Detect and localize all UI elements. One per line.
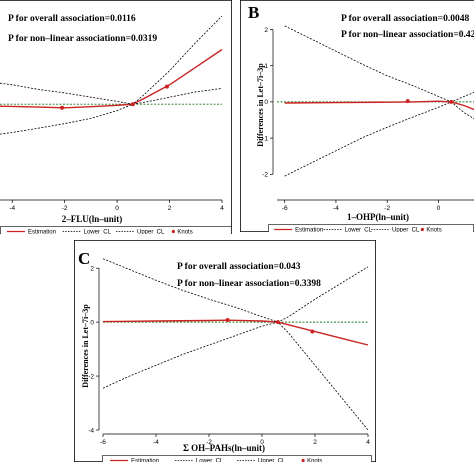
knot-point <box>225 317 230 322</box>
knot-point <box>405 99 410 104</box>
x-tick-label: -4 <box>9 205 15 212</box>
chart-panel-2: -6 -4 -2 0 -2 -1 0 1 2 P for overall association=… <box>240 0 474 234</box>
series-line-lower-cl <box>0 88 223 135</box>
knot-point <box>275 320 280 325</box>
legend-label-lower-cl: Lower_CL <box>196 459 224 465</box>
p-value-annotation: P for non–linear association=0.4290 <box>341 30 474 40</box>
legend-label-lower-cl: Lower_CL <box>84 230 112 236</box>
x-tick-label: 4 <box>220 205 224 212</box>
knot-point <box>130 102 135 107</box>
x-tick-label: -2 <box>384 205 390 212</box>
series-line-estimation <box>0 48 223 109</box>
legend-label-estimation: Estimation <box>28 230 56 236</box>
legend-swatch-knots <box>171 229 175 234</box>
x-tick-label: 2 <box>313 439 317 446</box>
y-tick-label: 0 <box>90 319 94 326</box>
series-line-lower-cl <box>102 321 369 431</box>
series-line-estimation <box>102 319 369 346</box>
y-axis-label: Differences in Let–7i–3p <box>81 304 90 388</box>
knot-point <box>60 105 65 110</box>
knot-point <box>449 99 454 104</box>
legend-label-estimation: Estimation <box>131 459 159 465</box>
y-tick-label: 0 <box>264 99 268 106</box>
plot-area <box>102 258 369 431</box>
chart-panel-3: -6 -4 -2 0 2 4 -4 -2 0 2 P for overall association… <box>74 240 376 465</box>
x-tick-label: 2 <box>168 205 172 212</box>
x-tick-label: 0 <box>437 205 441 212</box>
series-line-upper-cl <box>102 258 369 323</box>
x-axis-label: 1–OHP(ln–unit) <box>347 212 409 222</box>
x-tick-label: -6 <box>100 439 106 446</box>
y-tick-label: -2 <box>88 373 94 380</box>
p-value-annotation: P for non–linear associationn=0.0319 <box>8 34 157 44</box>
p-value-annotation: P for overall association=0.0048 <box>341 14 469 24</box>
y-tick-label: 2 <box>264 27 268 34</box>
x-axis-label: Σ OH–PAHs(ln–unit) <box>183 443 265 453</box>
series-line-upper-cl <box>284 25 474 103</box>
chart-panel-1: -4 -2 0 2 4 P for overall association=0.0116 P… <box>0 0 232 236</box>
p-value-annotation: P for overall association=0.043 <box>177 262 301 272</box>
series-line-estimation <box>284 100 474 111</box>
legend-label-upper-cl: Upper_CL <box>137 230 165 236</box>
legend-label-upper-cl: Upper_CL <box>258 459 286 465</box>
x-tick-label: 0 <box>115 205 119 212</box>
legend-label-knots: Knots <box>307 459 322 465</box>
x-tick-label: 0 <box>260 439 264 446</box>
x-tick-label: -4 <box>333 205 339 212</box>
legend-label-upper-cl: Upper_CL <box>392 228 420 234</box>
legend-box <box>0 226 232 234</box>
x-axis-label: 2–FLU(ln–unit) <box>62 214 123 224</box>
legend: Estimation Lower_CL Upper_CL Knots <box>0 226 232 236</box>
plot-area <box>0 15 223 135</box>
x-tick-label: 4 <box>366 439 370 446</box>
series-line-upper-cl <box>0 15 223 105</box>
legend-label-knots: Knots <box>177 230 192 236</box>
x-tick-label: -2 <box>62 205 68 212</box>
y-tick-label: -2 <box>262 172 268 179</box>
p-value-annotation: P for overall association=0.0116 <box>8 14 136 24</box>
legend-label-knots: Knots <box>426 228 441 234</box>
legend-swatch-knots <box>420 227 424 232</box>
series-line-lower-cl <box>284 101 474 177</box>
y-tick-label: -1 <box>262 135 268 142</box>
y-tick-label: 1 <box>264 63 268 70</box>
y-tick-label: -4 <box>88 427 94 434</box>
panel-letter: B <box>248 3 259 22</box>
y-tick-label: 2 <box>90 265 94 272</box>
x-tick-label: -2 <box>206 439 212 446</box>
plot-area <box>277 25 474 177</box>
knot-point <box>310 329 315 334</box>
legend-box <box>102 455 372 462</box>
legend: Estimation Lower_CL Upper_CL Knots <box>102 455 372 465</box>
y-axis-label: Differences in Let–7i–3p <box>256 63 265 147</box>
x-tick-label: -4 <box>153 439 159 446</box>
legend: Estimation Lower_CL Upper_CL Knots <box>268 224 474 234</box>
p-value-annotation: P for non–linear association=0.3398 <box>177 279 321 289</box>
panel-letter: C <box>78 249 90 268</box>
x-tick-label: -6 <box>282 205 288 212</box>
legend-swatch-knots <box>301 458 305 462</box>
legend-label-lower-cl: Lower_CL <box>345 228 373 234</box>
knot-point <box>164 84 169 89</box>
legend-label-estimation: Estimation <box>295 228 323 234</box>
